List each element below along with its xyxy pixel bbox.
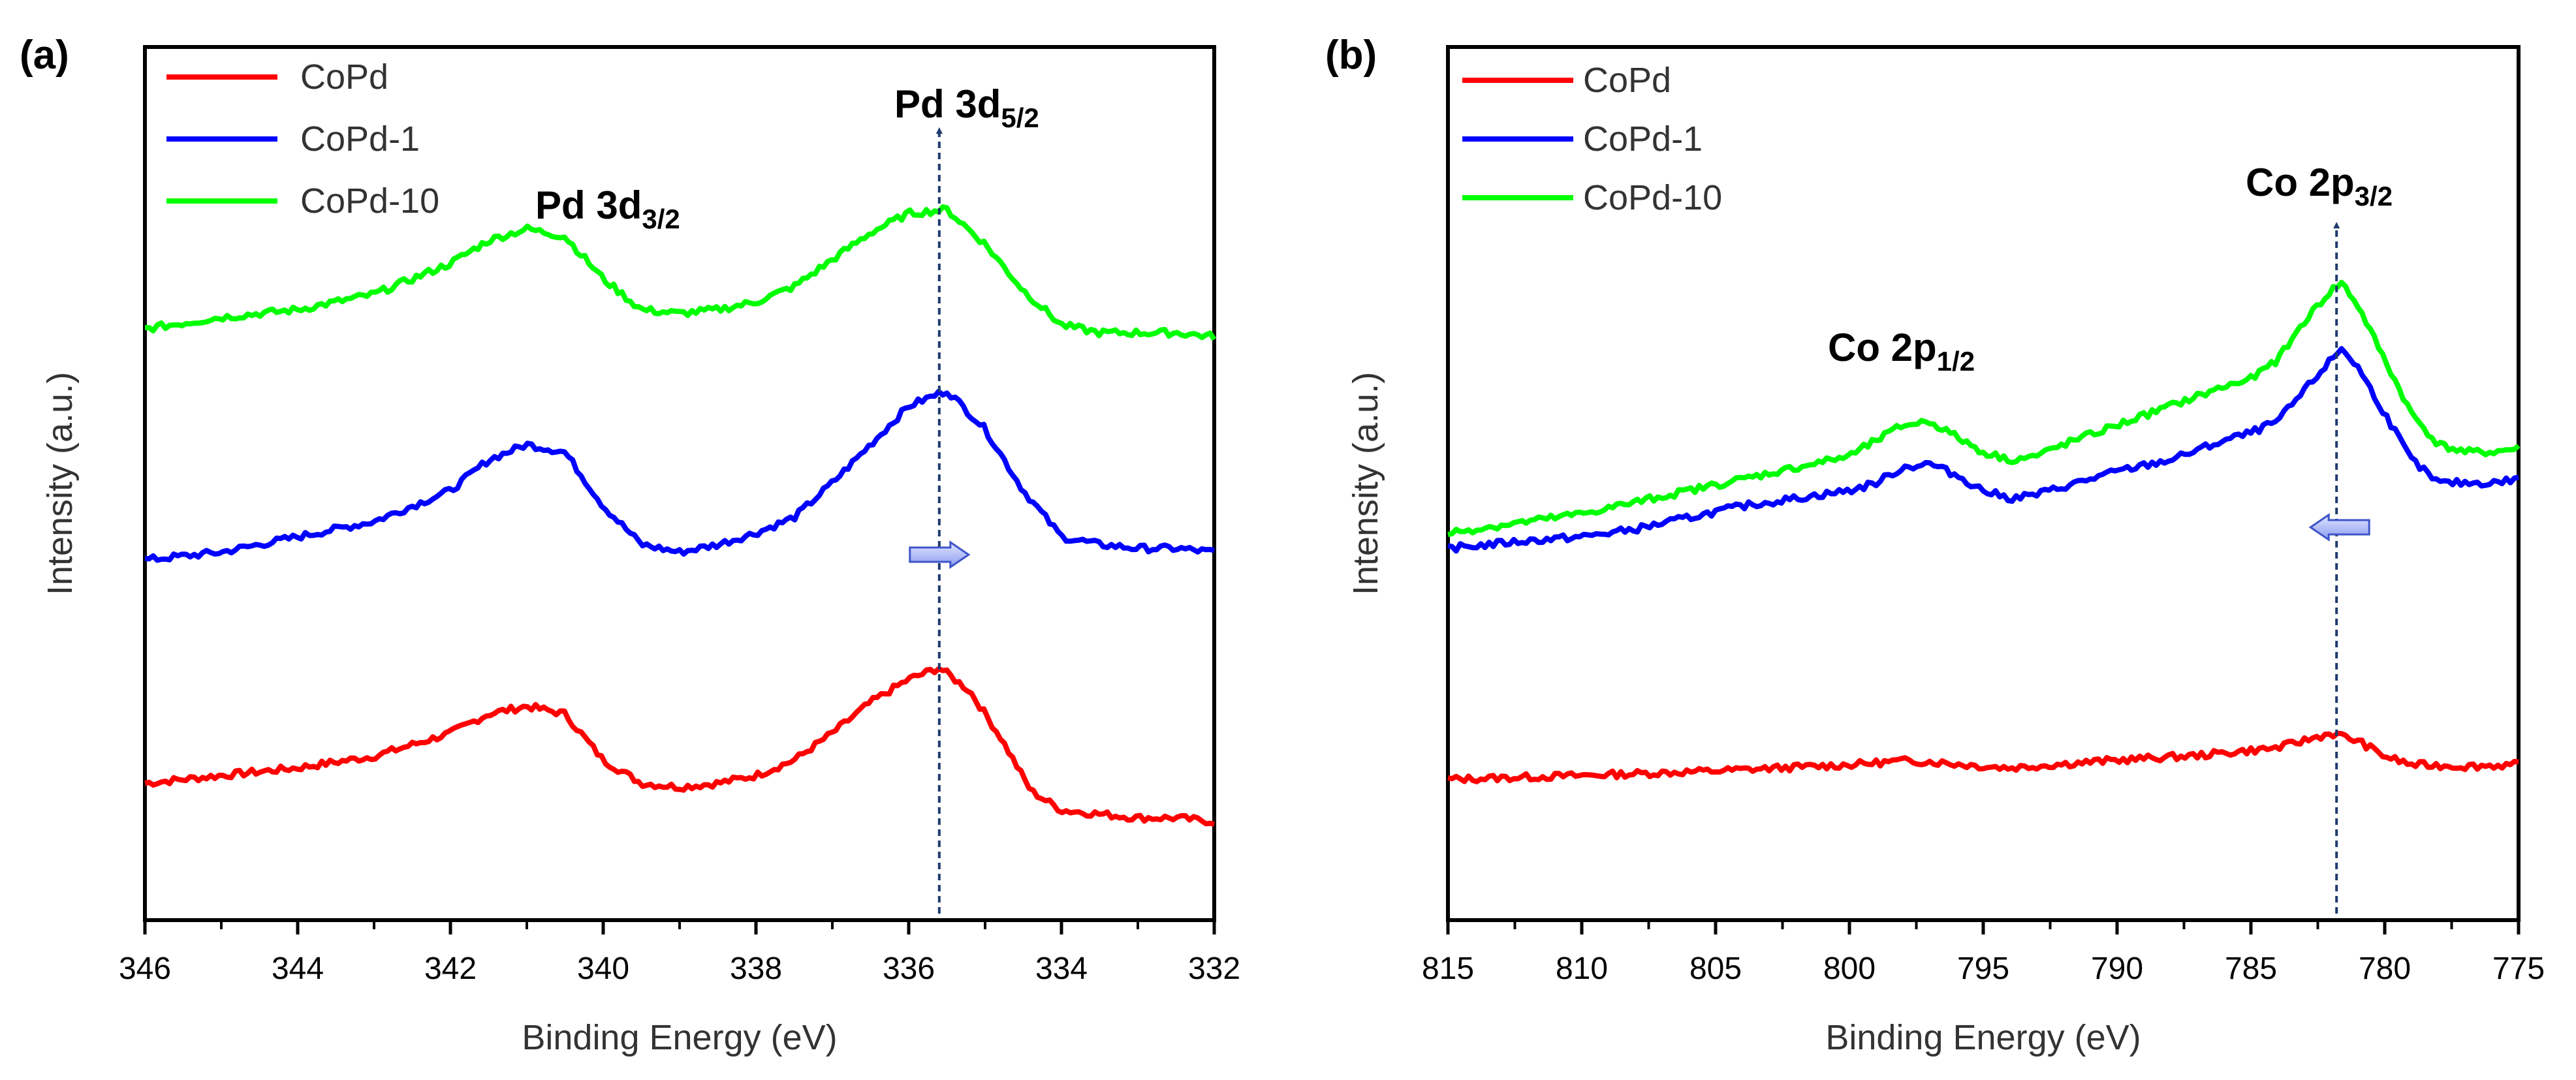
tick-label: 334 — [1035, 951, 1088, 986]
shift-arrow-shape — [909, 540, 971, 569]
series-line-copd-1 — [144, 388, 1215, 563]
tick-label: 810 — [1556, 951, 1608, 986]
tick-label: 795 — [1957, 951, 2009, 986]
series-line-copd-10 — [145, 204, 1217, 341]
tick-label: 338 — [730, 951, 782, 986]
tick-label: 790 — [2091, 951, 2143, 986]
legend-label: CoPd-10 — [300, 181, 439, 221]
panel-a-x-axis-label: Binding Energy (eV) — [522, 1018, 837, 1057]
legend-label: CoPd-10 — [1583, 178, 1722, 217]
panel-a-x-ticks — [143, 920, 1216, 934]
peak-label-co-2p32: Co 2p3/2 — [2246, 161, 2393, 211]
tick-label: 785 — [2225, 951, 2277, 986]
series-line-copd — [144, 666, 1215, 827]
panel-b-y-axis-label: Intensity (a.u.) — [1346, 372, 1385, 595]
panel-a-y-axis-label: Intensity (a.u.) — [40, 372, 80, 595]
tick-label: 336 — [883, 951, 935, 986]
panel-b-label: (b) — [1325, 33, 1377, 78]
panel-b-x-axis-label: Binding Energy (eV) — [1825, 1018, 2141, 1057]
tick-label: 815 — [1422, 951, 1474, 986]
peak-label-co-2p12: Co 2p1/2 — [1828, 326, 1975, 377]
panel-a-x-tick-labels: 346 344 342 340 338 336 334 332 — [119, 951, 1240, 986]
tick-label: 775 — [2492, 951, 2545, 986]
panel-a-label: (a) — [20, 33, 69, 78]
panel-b-x-tick-labels: 815 810 805 800 795 790 785 780 775 — [1422, 951, 2545, 986]
tick-label: 340 — [577, 951, 629, 986]
panel-a-series — [144, 204, 1217, 827]
panel-a: (a) 346 344 342 340 338 336 334 332 Bind… — [20, 33, 1240, 1057]
tick-label: 780 — [2359, 951, 2411, 986]
tick-label: 344 — [272, 951, 324, 986]
legend-label: CoPd — [300, 57, 388, 97]
shift-arrow-shape — [2308, 513, 2370, 542]
tick-label: 346 — [119, 951, 171, 986]
tick-label: 342 — [424, 951, 477, 986]
panel-b-series — [1447, 279, 2521, 784]
panel-b-shift-arrow-left — [2308, 513, 2370, 542]
panel-a-legend: CoPd CoPd-1 CoPd-10 — [166, 57, 439, 221]
panel-a-shift-arrow-right — [909, 540, 971, 569]
peak-label-pd-3d32: Pd 3d3/2 — [535, 183, 680, 234]
series-line-copd-10 — [1447, 279, 2521, 537]
tick-label: 332 — [1188, 951, 1240, 986]
legend-label: CoPd-1 — [300, 119, 420, 159]
series-line-copd — [1447, 730, 2519, 784]
series-line-copd-1 — [1447, 346, 2519, 554]
legend-label: CoPd — [1583, 61, 1671, 100]
tick-label: 805 — [1689, 951, 1742, 986]
panel-b-x-ticks — [1446, 920, 2521, 934]
panel-b-legend: CoPd CoPd-1 CoPd-10 — [1462, 61, 1722, 217]
legend-label: CoPd-1 — [1583, 119, 1703, 159]
tick-label: 800 — [1823, 951, 1876, 986]
peak-label-pd-3d52: Pd 3d5/2 — [894, 82, 1039, 133]
panel-b: (b) 815 810 805 800 795 790 785 780 775 … — [1325, 33, 2545, 1057]
